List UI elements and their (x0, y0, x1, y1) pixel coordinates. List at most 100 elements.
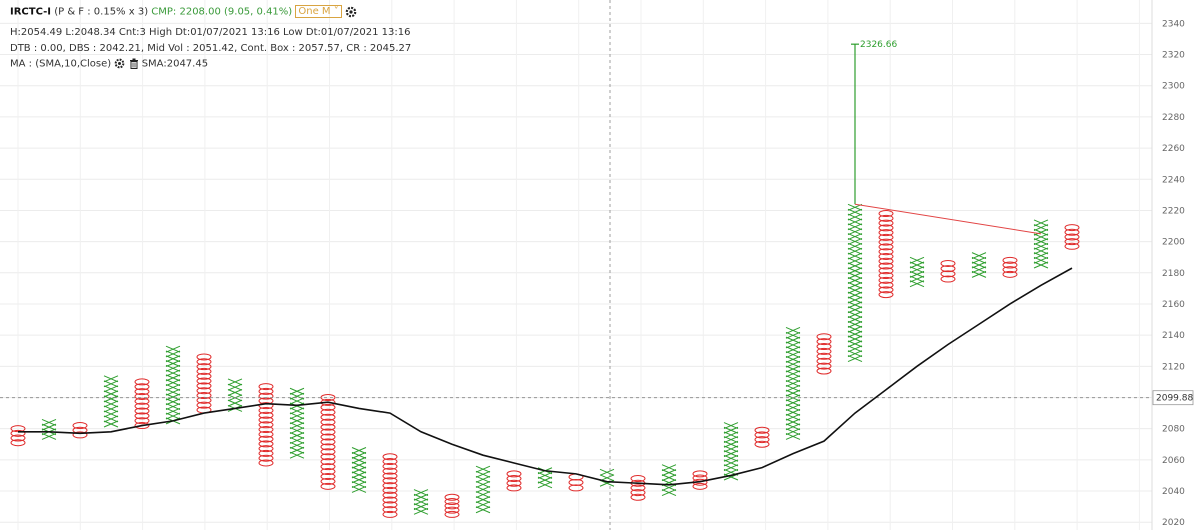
x-mark (661, 464, 677, 472)
x-mark (847, 340, 863, 348)
x-mark (847, 267, 863, 275)
x-mark (847, 301, 863, 309)
o-column (568, 473, 584, 492)
o-column (258, 383, 274, 467)
x-mark (227, 399, 243, 407)
x-column (909, 256, 925, 288)
x-mark (413, 489, 429, 497)
o-mark (382, 477, 398, 485)
o-column (196, 353, 212, 414)
x-mark (661, 469, 677, 477)
x-mark (785, 360, 801, 368)
x-mark (723, 422, 739, 430)
x-mark (165, 360, 181, 367)
o-mark (816, 362, 832, 370)
x-mark (475, 486, 491, 493)
o-mark (568, 484, 584, 492)
o-mark (320, 453, 336, 461)
x-mark (1033, 247, 1049, 255)
x-mark (351, 486, 367, 493)
o-mark (134, 378, 150, 386)
o-mark (134, 412, 150, 420)
x-mark (847, 335, 863, 343)
x-mark (847, 316, 863, 323)
x-mark (289, 397, 305, 405)
o-mark (134, 388, 150, 396)
x-mark (289, 446, 305, 454)
o-mark (878, 224, 894, 232)
o-mark (320, 413, 336, 421)
o-mark (692, 482, 708, 490)
o-mark (320, 458, 336, 466)
x-mark (103, 380, 119, 388)
o-mark (506, 470, 522, 478)
x-mark (785, 423, 801, 431)
x-mark (413, 503, 429, 511)
header-line-4: MA : (SMA,10,Close) SMA:2047.45 (10, 58, 208, 70)
o-mark (878, 243, 894, 251)
chart-params: (P & F : 0.15% x 3) (54, 6, 149, 18)
x-mark (1033, 224, 1049, 232)
x-mark (1033, 256, 1049, 264)
o-mark (196, 353, 212, 361)
x-mark (847, 281, 863, 289)
x-mark (971, 261, 987, 269)
ma-value: SMA:2047.45 (141, 58, 209, 70)
x-mark (165, 388, 181, 396)
o-mark (940, 259, 956, 267)
timeframe-label: One M (298, 6, 331, 17)
o-mark (506, 475, 522, 483)
x-mark (351, 481, 367, 489)
o-mark (506, 484, 522, 492)
o-mark (1064, 242, 1080, 250)
x-mark (785, 336, 801, 344)
o-mark (134, 417, 150, 425)
x-mark (785, 365, 801, 373)
x-column (475, 465, 491, 514)
x-mark (165, 398, 181, 406)
price-axis: 2020204020602080210021202140216021802200… (1152, 19, 1193, 528)
x-mark (723, 445, 739, 453)
x-mark (103, 415, 119, 423)
o-mark (10, 439, 26, 447)
x-mark (165, 350, 181, 358)
o-mark (134, 407, 150, 415)
o-column (444, 493, 460, 518)
o-mark (630, 475, 646, 483)
o-column (320, 394, 336, 490)
x-column (165, 345, 181, 425)
x-mark (785, 408, 801, 416)
o-mark (196, 372, 212, 380)
o-mark (10, 434, 26, 442)
x-mark (413, 498, 429, 506)
o-column (506, 470, 522, 492)
overlay: 2326.66 (0, 0, 1152, 530)
x-column (785, 327, 801, 440)
o-mark (134, 383, 150, 391)
header-line-3: DTB : 0.00, DBS : 2042.21, Mid Vol : 205… (10, 43, 412, 54)
o-mark (444, 502, 460, 510)
o-column (754, 426, 770, 448)
x-mark (909, 266, 925, 274)
o-mark (382, 486, 398, 494)
o-column (878, 210, 894, 299)
y-tick-label: 2220 (1162, 206, 1185, 216)
x-mark (165, 345, 181, 353)
x-mark (847, 306, 863, 314)
o-mark (382, 482, 398, 490)
o-mark (630, 484, 646, 492)
o-mark (816, 352, 832, 360)
o-mark (320, 418, 336, 426)
x-mark (847, 252, 863, 260)
x-mark (723, 440, 739, 448)
trash-icon[interactable] (129, 58, 139, 69)
timeframe-select[interactable]: One M ˅ (295, 5, 342, 18)
y-tick-label: 2040 (1162, 487, 1185, 497)
gear-icon[interactable] (345, 6, 357, 18)
ma-label: MA : (SMA,10,Close) (10, 58, 112, 70)
gear-icon[interactable] (114, 58, 125, 69)
o-mark (320, 428, 336, 436)
x-mark (1033, 238, 1049, 246)
y-tick-label: 2320 (1162, 51, 1185, 61)
